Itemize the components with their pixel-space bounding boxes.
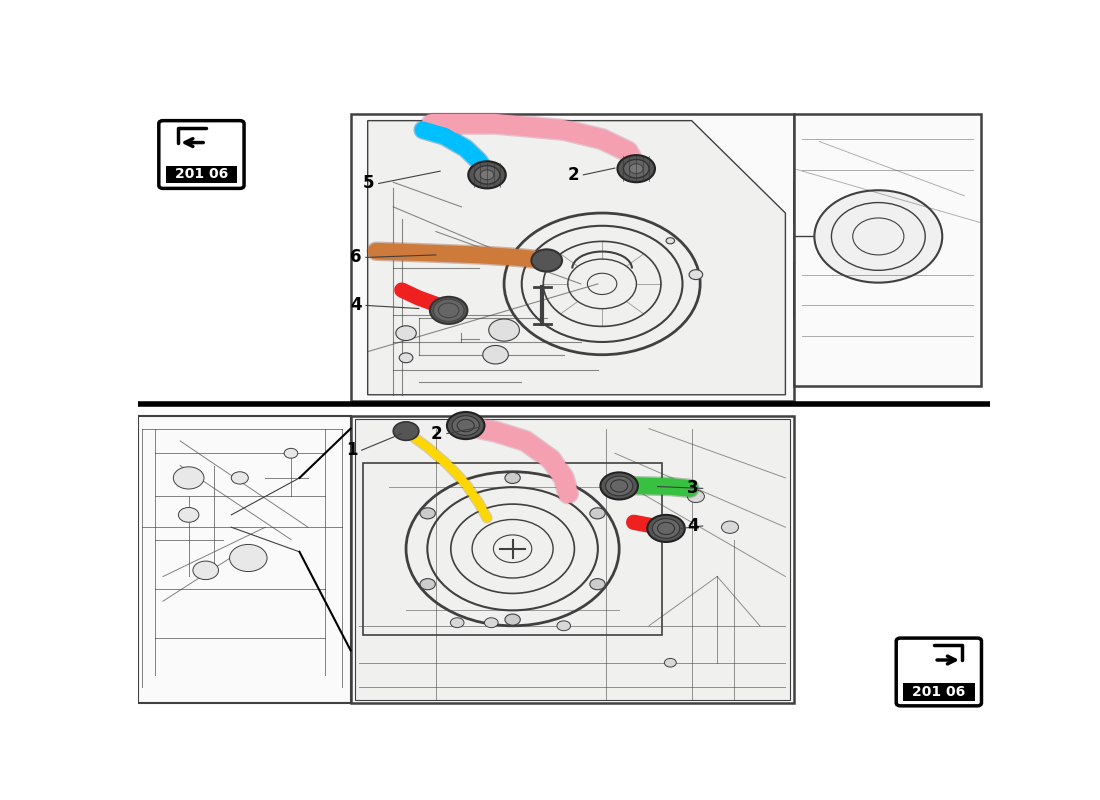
Text: a 2Parts.site: a 2Parts.site xyxy=(494,257,668,329)
Circle shape xyxy=(605,476,632,496)
FancyBboxPatch shape xyxy=(158,121,244,188)
Circle shape xyxy=(178,507,199,522)
Text: 1: 1 xyxy=(345,442,358,459)
Bar xyxy=(166,166,238,183)
FancyBboxPatch shape xyxy=(896,638,981,706)
Bar xyxy=(351,114,794,401)
Bar xyxy=(794,114,981,386)
Circle shape xyxy=(601,472,638,499)
Circle shape xyxy=(531,250,562,271)
Circle shape xyxy=(231,472,249,484)
Circle shape xyxy=(624,159,649,178)
Circle shape xyxy=(474,166,499,184)
Circle shape xyxy=(447,412,484,439)
Circle shape xyxy=(689,270,703,279)
Circle shape xyxy=(399,353,412,362)
Circle shape xyxy=(610,480,628,492)
Text: a 2Parts.site: a 2Parts.site xyxy=(485,514,642,578)
Circle shape xyxy=(505,614,520,625)
Text: 3: 3 xyxy=(686,479,698,498)
Circle shape xyxy=(590,508,605,519)
Circle shape xyxy=(481,170,494,180)
Circle shape xyxy=(439,303,459,318)
Circle shape xyxy=(420,508,436,519)
Bar xyxy=(351,416,794,702)
Circle shape xyxy=(658,522,674,534)
Circle shape xyxy=(722,521,738,534)
Circle shape xyxy=(230,545,267,571)
Circle shape xyxy=(483,346,508,364)
Polygon shape xyxy=(355,419,790,700)
Circle shape xyxy=(647,515,685,542)
Circle shape xyxy=(396,326,416,341)
Circle shape xyxy=(469,162,506,189)
Circle shape xyxy=(664,658,676,667)
Text: 201 06: 201 06 xyxy=(175,167,228,182)
Text: a 2Parts.site: a 2Parts.site xyxy=(621,296,761,351)
Polygon shape xyxy=(367,121,785,394)
Circle shape xyxy=(617,155,654,182)
Circle shape xyxy=(652,518,680,538)
Circle shape xyxy=(450,618,464,628)
Text: 4: 4 xyxy=(350,297,362,314)
Circle shape xyxy=(284,448,298,458)
Circle shape xyxy=(688,490,704,502)
Circle shape xyxy=(590,578,605,590)
Bar xyxy=(903,683,975,701)
Circle shape xyxy=(394,422,419,440)
Circle shape xyxy=(488,319,519,341)
Text: 2: 2 xyxy=(431,425,442,442)
Text: 4: 4 xyxy=(686,517,698,535)
Circle shape xyxy=(666,238,674,244)
Text: 5: 5 xyxy=(363,174,374,193)
Circle shape xyxy=(557,621,571,630)
Circle shape xyxy=(433,299,464,322)
Circle shape xyxy=(192,561,219,579)
Circle shape xyxy=(174,467,204,489)
Bar xyxy=(363,462,662,635)
Circle shape xyxy=(814,190,943,282)
Bar xyxy=(138,416,351,702)
Text: 6: 6 xyxy=(350,248,362,266)
Circle shape xyxy=(484,618,498,628)
Circle shape xyxy=(629,164,644,174)
Circle shape xyxy=(452,416,480,435)
Circle shape xyxy=(505,472,520,483)
Text: 2: 2 xyxy=(568,166,579,184)
Text: 201 06: 201 06 xyxy=(912,685,966,698)
Circle shape xyxy=(430,297,468,324)
Circle shape xyxy=(420,578,436,590)
Circle shape xyxy=(458,419,474,432)
